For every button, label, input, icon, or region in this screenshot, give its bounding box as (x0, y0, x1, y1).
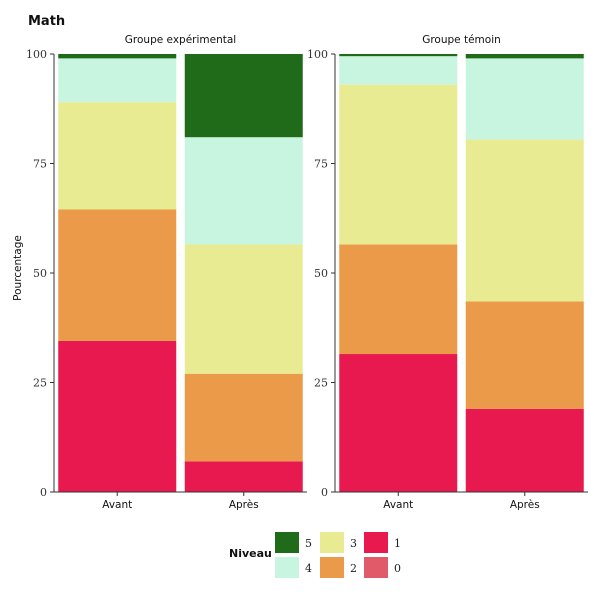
bar-segment-level-5 (184, 54, 303, 138)
bar-segment-level-3 (465, 139, 584, 302)
x-tick-label: Avant (102, 499, 132, 511)
bar-segment-level-4 (58, 58, 177, 103)
y-tick-label: 75 (33, 158, 47, 171)
bar-segment-level-3 (184, 244, 303, 374)
bar-segment-level-1 (465, 408, 584, 492)
legend-label-3: 3 (350, 537, 357, 550)
facet-title: Groupe témoin (422, 34, 501, 46)
legend-key-1 (364, 532, 388, 553)
x-tick-label: Avant (383, 499, 413, 511)
y-tick-label: 100 (26, 48, 47, 61)
x-tick-label: Après (510, 499, 540, 511)
bar-segment-level-4 (465, 58, 584, 140)
bar-segment-level-5 (339, 54, 458, 57)
bar-segment-level-5 (58, 54, 177, 59)
bar-segment-level-4 (339, 56, 458, 85)
legend: Niveau 5 4 3 2 1 0 (229, 532, 401, 578)
bar-segment-level-2 (184, 373, 303, 462)
bar-segment-level-1 (58, 340, 177, 492)
y-tick-label: 25 (33, 377, 47, 390)
bar-segment-level-2 (465, 301, 584, 409)
bar-segment-level-4 (184, 137, 303, 245)
legend-label-0: 0 (394, 562, 401, 575)
bar-segment-level-1 (184, 461, 303, 492)
bar-segment-level-1 (339, 354, 458, 492)
y-axis-label: Pourcentage (12, 235, 24, 301)
panel-2: Groupe témoin 0 25 50 75 100 Avant Après (307, 34, 588, 511)
legend-key-4 (275, 557, 299, 578)
bar-segment-level-2 (339, 244, 458, 355)
panel-1: Groupe expérimental 0 25 50 75 100 Avant Après (26, 34, 307, 511)
y-tick-label: 25 (314, 377, 328, 390)
x-tick-label: Après (229, 499, 259, 511)
bar-segment-level-3 (339, 84, 458, 245)
legend-key-0 (364, 557, 388, 578)
legend-label-5: 5 (305, 537, 312, 550)
legend-title: Niveau (229, 547, 272, 560)
y-tick-label: 50 (33, 267, 47, 280)
legend-key-3 (320, 532, 344, 553)
bar-segment-level-5 (465, 54, 584, 59)
legend-label-1: 1 (394, 537, 401, 550)
y-tick-label: 75 (314, 158, 328, 171)
y-tick-label: 100 (307, 48, 328, 61)
bar-segment-level-2 (58, 209, 177, 341)
bar-segment-level-3 (58, 102, 177, 210)
chart-title: Math (28, 14, 65, 29)
legend-key-5 (275, 532, 299, 553)
y-tick-label: 0 (321, 486, 328, 499)
legend-label-4: 4 (305, 562, 312, 575)
legend-label-2: 2 (350, 562, 357, 575)
facet-title: Groupe expérimental (125, 34, 236, 46)
legend-key-2 (320, 557, 344, 578)
y-tick-label: 0 (40, 486, 47, 499)
y-tick-label: 50 (314, 267, 328, 280)
